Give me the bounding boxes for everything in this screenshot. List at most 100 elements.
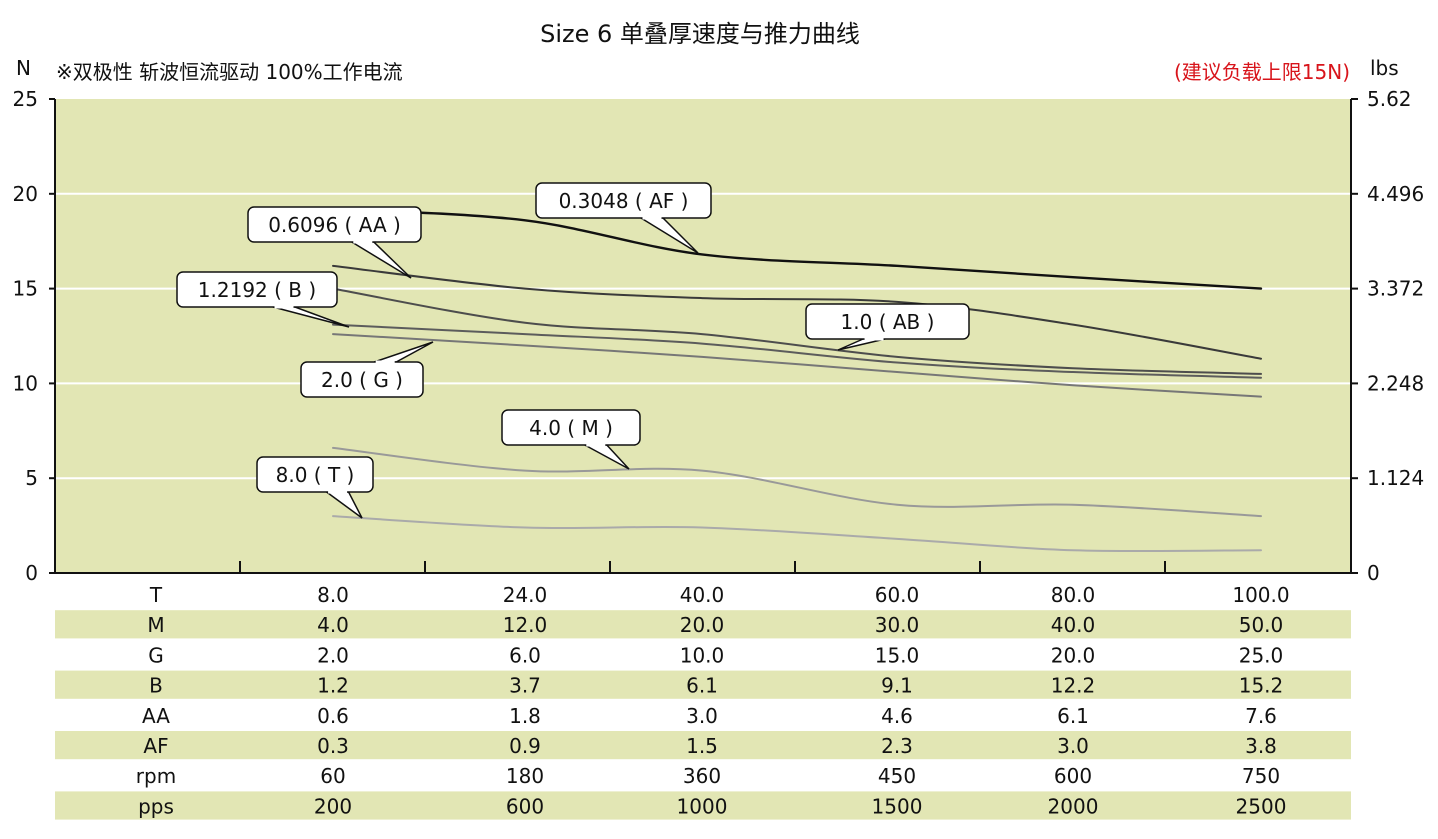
- series-label: 0.3048 ( AF ): [559, 189, 689, 213]
- series-line: [332, 515, 1262, 553]
- table-cell: 3.0: [686, 704, 718, 728]
- table-cell: 600: [1054, 764, 1092, 788]
- table-cell: 80.0: [1051, 583, 1096, 607]
- table-cell: 24.0: [503, 583, 548, 607]
- y2-tick-label: 1.124: [1367, 466, 1424, 490]
- table-cell: 180: [506, 764, 544, 788]
- plot-area: [55, 99, 1351, 573]
- table-row-label: rpm: [136, 764, 176, 788]
- table-row-label: pps: [138, 794, 174, 818]
- table-cell: 12.2: [1051, 674, 1096, 698]
- y2-tick-label: 5.62: [1367, 87, 1412, 111]
- table-cell: 7.6: [1245, 704, 1277, 728]
- left-axis-unit: N: [16, 56, 31, 80]
- y2-tick-label: 0: [1367, 561, 1380, 585]
- callout-box: [501, 409, 641, 446]
- axes: 0 5 10 15 20 25 0 1.124 2.248 3.372 4.496 5.62: [13, 87, 1425, 585]
- series-line: [332, 323, 1262, 379]
- table-cell: 3.7: [509, 674, 541, 698]
- y-tick-label: 15: [13, 277, 38, 301]
- table-cell: 8.0: [317, 583, 349, 607]
- callout-box: [256, 456, 374, 493]
- table-cell: 4.0: [317, 613, 349, 637]
- y-tick-label: 10: [13, 371, 38, 395]
- table-cell: 1500: [872, 794, 923, 818]
- y2-tick-label: 3.372: [1367, 277, 1424, 301]
- table-row-band: [55, 731, 1351, 760]
- table-cell: 750: [1242, 764, 1280, 788]
- series-line: [332, 333, 1262, 398]
- table-cell: 1.2: [317, 674, 349, 698]
- table-cell: 20.0: [680, 613, 725, 637]
- series-line: [332, 264, 1262, 360]
- series-label: 1.2192 ( B ): [198, 278, 316, 302]
- series-label: 8.0 ( T ): [276, 463, 355, 487]
- table-row-label: AA: [142, 704, 170, 728]
- callout-box: [176, 271, 338, 308]
- table-row-band: [55, 610, 1351, 639]
- table-cell: 6.1: [1057, 704, 1089, 728]
- table-cell: 15.2: [1239, 674, 1284, 698]
- callout-box: [300, 361, 424, 398]
- plot-background: [55, 99, 1351, 573]
- table-cell: 15.0: [875, 643, 920, 667]
- table-cell: 360: [683, 764, 721, 788]
- series-line: [332, 446, 1262, 518]
- table-cell: 2500: [1236, 794, 1287, 818]
- table-cell: 25.0: [1239, 643, 1284, 667]
- table-cell: 2000: [1048, 794, 1099, 818]
- callout-box: [535, 182, 712, 219]
- table-cell: 12.0: [503, 613, 548, 637]
- table-cell: 50.0: [1239, 613, 1284, 637]
- table-cell: 0.3: [317, 734, 349, 758]
- table-cell: 20.0: [1051, 643, 1096, 667]
- table-cell: 9.1: [881, 674, 913, 698]
- table-cell: 100.0: [1232, 583, 1289, 607]
- table-row-label: B: [149, 674, 163, 698]
- table-cell: 600: [506, 794, 544, 818]
- table-cell: 3.8: [1245, 734, 1277, 758]
- y2-tick-label: 4.496: [1367, 182, 1424, 206]
- table-cell: 450: [878, 764, 916, 788]
- table-cell: 200: [314, 794, 352, 818]
- table-cell: 60: [320, 764, 345, 788]
- table-cell: 1.8: [509, 704, 541, 728]
- table-cell: 2.0: [317, 643, 349, 667]
- table-row-label: AF: [143, 734, 168, 758]
- right-axis-unit: lbs: [1370, 56, 1399, 80]
- y-tick-label: 20: [13, 182, 38, 206]
- y-tick-label: 0: [25, 561, 38, 585]
- y-tick-label: 25: [13, 87, 38, 111]
- series-lines: [331, 207, 1263, 553]
- y2-tick-label: 2.248: [1367, 371, 1424, 395]
- chart-subtitle: ※双极性 斩波恒流驱动 100%工作电流: [56, 60, 403, 84]
- series-callouts: 0.3048 ( AF ) 0.6096 ( AA ) 1.2192 ( B ) 1.…: [176, 182, 970, 519]
- series-label: 0.6096 ( AA ): [268, 213, 401, 237]
- series-label: 1.0 ( AB ): [841, 310, 935, 334]
- table-cell: 40.0: [1051, 613, 1096, 637]
- table-row-label: M: [147, 613, 164, 637]
- chart-title: Size 6 单叠厚速度与推力曲线: [540, 20, 860, 48]
- load-limit-note: (建议负载上限15N): [1173, 60, 1350, 84]
- table-row-band: [55, 791, 1351, 820]
- y-tick-label: 5: [25, 466, 38, 490]
- callout-box: [247, 206, 422, 243]
- series-line: [331, 207, 1263, 290]
- table-cell: 2.3: [881, 734, 913, 758]
- table-cell: 30.0: [875, 613, 920, 637]
- table-cell: 10.0: [680, 643, 725, 667]
- table-cell: 40.0: [680, 583, 725, 607]
- table-row-band: [55, 670, 1351, 699]
- table-cell: 1.5: [686, 734, 718, 758]
- table-cell: 1000: [677, 794, 728, 818]
- table-cell: 6.1: [686, 674, 718, 698]
- x-axis-table: T 8.0 24.0 40.0 60.0 80.0 100.0 M 4.0 12.0 20.0 30.…: [55, 583, 1351, 820]
- table-cell: 0.9: [509, 734, 541, 758]
- table-cell: 4.6: [881, 704, 913, 728]
- series-label: 4.0 ( M ): [529, 416, 613, 440]
- table-cell: 0.6: [317, 704, 349, 728]
- callout-box: [805, 303, 970, 340]
- series-label: 2.0 ( G ): [321, 368, 403, 392]
- table-row-label: T: [149, 583, 163, 607]
